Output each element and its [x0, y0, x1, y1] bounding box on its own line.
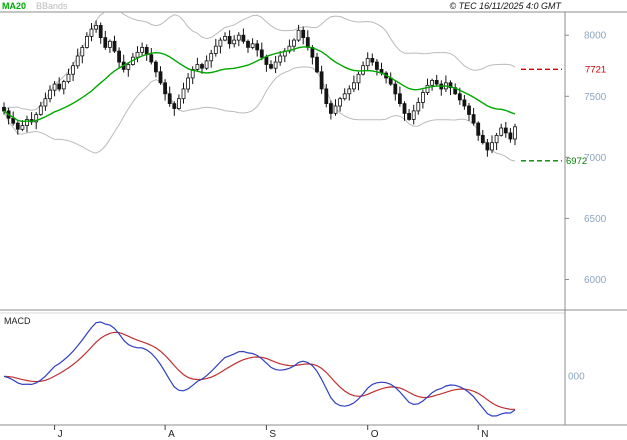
copyright-text: © TEC 16/11/2025 4:0 GMT [449, 1, 561, 11]
candles-layer [2, 20, 517, 157]
ma20-line [3, 46, 516, 123]
bollinger-bands [3, 12, 516, 162]
svg-text:8000: 8000 [584, 31, 607, 42]
price-axis-labels: 8000 7500 7000 6500 6000 [565, 31, 607, 286]
svg-text:A: A [168, 429, 175, 440]
svg-text:7500: 7500 [584, 92, 607, 103]
svg-text:O: O [371, 429, 379, 440]
svg-text:S: S [269, 429, 276, 440]
panel-borders [0, 11, 627, 426]
bbands-legend-label: BBands [36, 1, 68, 11]
svg-text:J: J [58, 429, 63, 440]
level-lines: 7721 6972 [521, 64, 606, 167]
support-value-label: 6972 [566, 156, 587, 167]
svg-text:7000: 7000 [584, 153, 607, 164]
svg-text:6500: 6500 [584, 214, 607, 225]
macd-zero-axis-label: 000 [568, 371, 585, 382]
svg-text:6000: 6000 [584, 275, 607, 286]
macd-signal-line [3, 331, 516, 410]
macd-layer: 000 [3, 321, 585, 417]
ma20-legend-label: MA20 [2, 1, 27, 11]
resistance-value-label: 7721 [585, 64, 606, 75]
bband-upper-line [3, 12, 516, 112]
macd-line [3, 321, 516, 417]
bband-lower-line [3, 66, 516, 162]
macd-panel-label: MACD [4, 316, 31, 326]
svg-text:N: N [481, 429, 488, 440]
